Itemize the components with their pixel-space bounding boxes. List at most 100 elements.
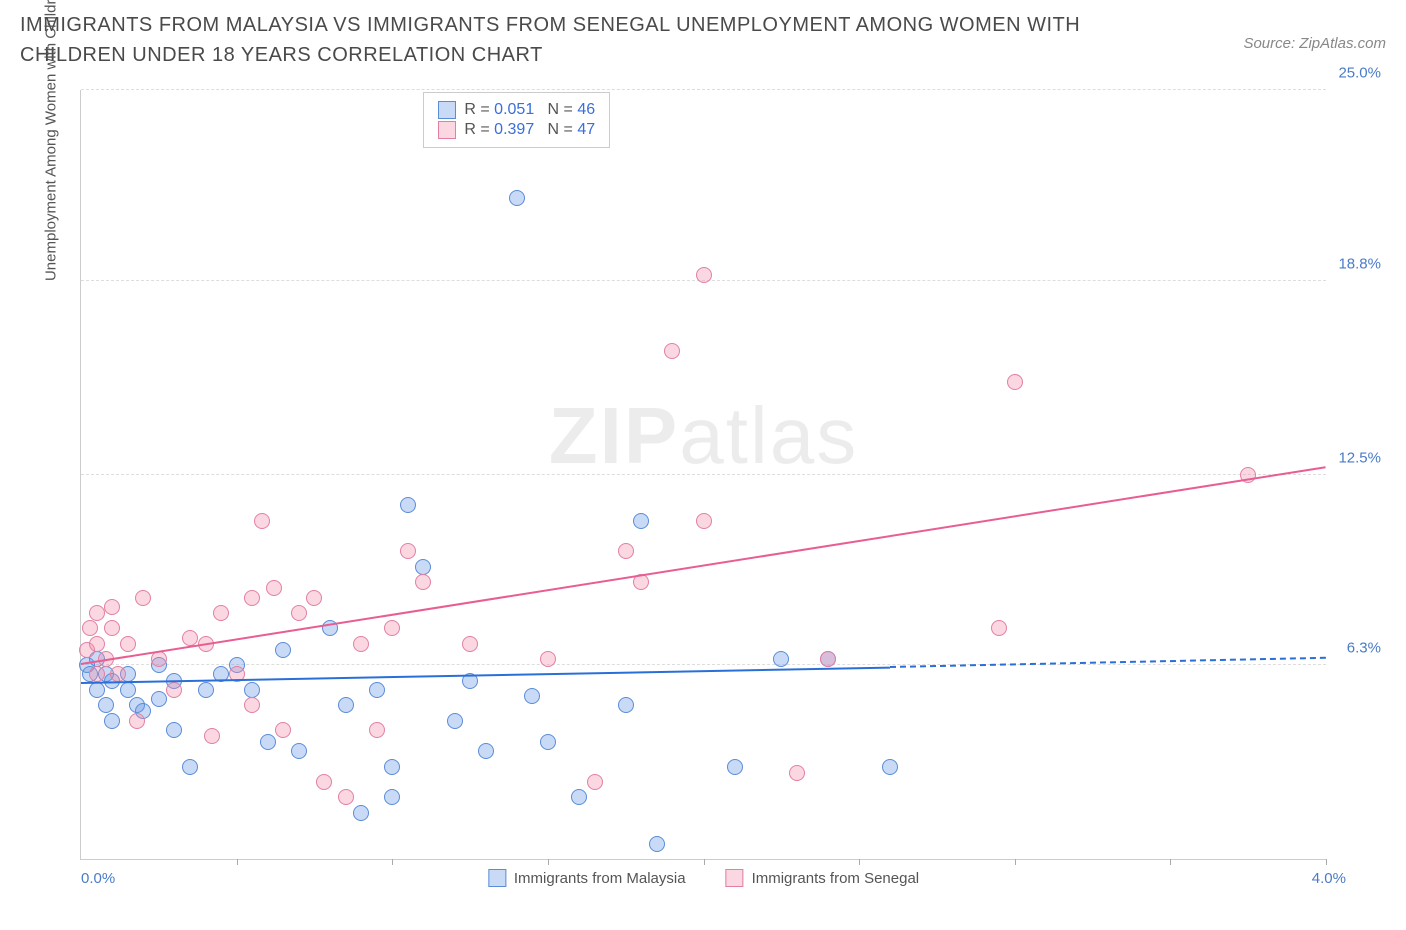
legend-row: R = 0.051 N = 46 (438, 101, 595, 119)
scatter-point (618, 543, 634, 559)
scatter-point (244, 697, 260, 713)
scatter-point (462, 636, 478, 652)
scatter-point (89, 636, 105, 652)
scatter-point (166, 682, 182, 698)
gridline (81, 664, 1326, 665)
scatter-point (696, 513, 712, 529)
legend-row: R = 0.397 N = 47 (438, 121, 595, 139)
scatter-point (384, 759, 400, 775)
scatter-point (204, 728, 220, 744)
scatter-point (244, 590, 260, 606)
legend-label: Immigrants from Senegal (752, 870, 920, 887)
scatter-point (254, 513, 270, 529)
legend-item: Immigrants from Senegal (726, 869, 920, 887)
trend-line (81, 466, 1326, 665)
y-tick-label: 18.8% (1338, 255, 1381, 272)
scatter-point (587, 774, 603, 790)
legend-swatch (726, 869, 744, 887)
legend-swatch (438, 101, 456, 119)
x-min-label: 0.0% (81, 870, 115, 887)
scatter-point (82, 620, 98, 636)
watermark: ZIPatlas (549, 390, 858, 482)
scatter-point (89, 682, 105, 698)
scatter-point (353, 636, 369, 652)
scatter-point (306, 590, 322, 606)
correlation-legend: R = 0.051 N = 46 R = 0.397 N = 47 (423, 92, 610, 148)
scatter-point (991, 620, 1007, 636)
legend-item: Immigrants from Malaysia (488, 869, 686, 887)
y-axis-title: Unemployment Among Women with Children U… (43, 0, 60, 281)
legend-stats: R = 0.397 N = 47 (464, 121, 595, 139)
x-tick (237, 859, 238, 865)
scatter-point (110, 666, 126, 682)
y-tick-label: 25.0% (1338, 65, 1381, 82)
scatter-point (89, 605, 105, 621)
scatter-point (664, 343, 680, 359)
scatter-point (649, 836, 665, 852)
scatter-point (275, 642, 291, 658)
scatter-point (353, 805, 369, 821)
scatter-point (415, 574, 431, 590)
scatter-point (478, 743, 494, 759)
scatter-point (882, 759, 898, 775)
scatter-point (400, 497, 416, 513)
gridline (81, 474, 1326, 475)
scatter-point (135, 590, 151, 606)
legend-swatch (488, 869, 506, 887)
scatter-point (275, 722, 291, 738)
scatter-point (182, 630, 198, 646)
x-tick (1015, 859, 1016, 865)
scatter-point (338, 789, 354, 805)
chart-title: IMMIGRANTS FROM MALAYSIA VS IMMIGRANTS F… (20, 10, 1120, 70)
scatter-point (120, 636, 136, 652)
scatter-point (266, 580, 282, 596)
scatter-point (415, 559, 431, 575)
scatter-point (98, 697, 114, 713)
scatter-point (291, 743, 307, 759)
x-tick (392, 859, 393, 865)
scatter-point (104, 620, 120, 636)
y-tick-label: 6.3% (1347, 640, 1381, 657)
scatter-point (120, 682, 136, 698)
legend-label: Immigrants from Malaysia (514, 870, 686, 887)
x-tick (1326, 859, 1327, 865)
scatter-point (129, 713, 145, 729)
scatter-point (384, 789, 400, 805)
scatter-point (571, 789, 587, 805)
scatter-point (244, 682, 260, 698)
scatter-point (820, 651, 836, 667)
scatter-point (260, 734, 276, 750)
scatter-point (104, 599, 120, 615)
scatter-point (166, 722, 182, 738)
series-legend: Immigrants from Malaysia Immigrants from … (488, 869, 919, 887)
chart-source: Source: ZipAtlas.com (1243, 35, 1386, 52)
scatter-point (400, 543, 416, 559)
y-tick-label: 12.5% (1338, 449, 1381, 466)
scatter-point (213, 605, 229, 621)
scatter-point (618, 697, 634, 713)
scatter-point (338, 697, 354, 713)
x-tick (859, 859, 860, 865)
scatter-point (1007, 374, 1023, 390)
scatter-point (89, 666, 105, 682)
x-tick (1170, 859, 1171, 865)
scatter-point (151, 691, 167, 707)
scatter-point (369, 722, 385, 738)
scatter-point (369, 682, 385, 698)
scatter-point (540, 651, 556, 667)
scatter-point (447, 713, 463, 729)
scatter-point (291, 605, 307, 621)
scatter-point (104, 713, 120, 729)
legend-swatch (438, 121, 456, 139)
scatter-point (509, 190, 525, 206)
x-max-label: 4.0% (1312, 870, 1346, 887)
scatter-point (524, 688, 540, 704)
scatter-point (182, 759, 198, 775)
scatter-point (540, 734, 556, 750)
legend-stats: R = 0.051 N = 46 (464, 101, 595, 119)
scatter-point (198, 682, 214, 698)
plot-area: Unemployment Among Women with Children U… (80, 90, 1326, 860)
scatter-point (789, 765, 805, 781)
x-tick (704, 859, 705, 865)
trend-line-extrapolated (890, 657, 1326, 668)
